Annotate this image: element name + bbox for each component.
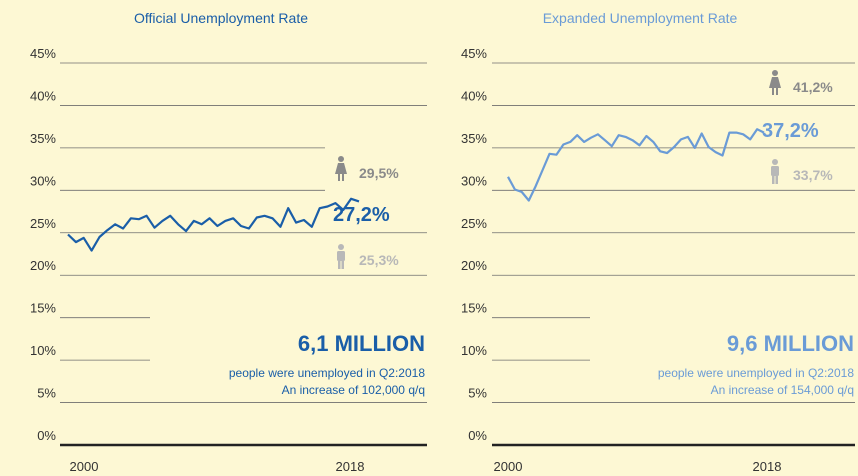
overall-rate: 37,2%: [762, 120, 819, 142]
female-label: 41,2%: [769, 70, 833, 95]
y-tick-label: 0%: [37, 428, 56, 443]
y-tick-label: 15%: [30, 301, 56, 316]
male-icon: [337, 244, 345, 269]
female-icon: [335, 156, 347, 181]
y-tick-label: 35%: [30, 131, 56, 146]
y-tick-label: 5%: [468, 386, 487, 401]
note-line-2: An increase of 102,000 q/q: [282, 383, 425, 397]
official-panel: Official Unemployment Rate 0% 5% 10% 15% 20%…: [30, 10, 427, 474]
female-icon: [769, 70, 781, 95]
x-tick-label: 2018: [753, 459, 782, 474]
male-icon: [771, 159, 779, 184]
chart-title: Official Unemployment Rate: [134, 10, 308, 26]
y-tick-label: 25%: [461, 216, 487, 231]
y-tick-label: 30%: [461, 173, 487, 188]
y-axis: 0% 5% 10% 15% 20% 25% 30% 35% 40% 45%: [30, 46, 56, 443]
x-axis: 2000 2018: [494, 459, 782, 474]
chart-title: Expanded Unemployment Rate: [543, 10, 738, 26]
x-tick-label: 2000: [70, 459, 99, 474]
y-tick-label: 40%: [461, 88, 487, 103]
y-tick-label: 25%: [30, 216, 56, 231]
y-axis: 0% 5% 10% 15% 20% 25% 30% 35% 40% 45%: [461, 46, 487, 443]
y-tick-label: 5%: [37, 386, 56, 401]
x-axis: 2000 2018: [70, 459, 365, 474]
male-rate: 33,7%: [793, 167, 833, 183]
overall-rate: 27,2%: [333, 204, 390, 226]
note-line-1: people were unemployed in Q2:2018: [658, 366, 854, 380]
series-line: [67, 197, 360, 252]
y-tick-label: 20%: [30, 258, 56, 273]
female-rate: 41,2%: [793, 79, 833, 95]
female-rate: 29,5%: [359, 165, 399, 181]
male-label: 33,7%: [771, 159, 833, 184]
x-tick-label: 2018: [336, 459, 365, 474]
note-line-2: An increase of 154,000 q/q: [711, 383, 854, 397]
grid: [60, 62, 427, 447]
y-tick-label: 45%: [461, 46, 487, 61]
y-tick-label: 45%: [30, 46, 56, 61]
headline: 6,1 MILLION: [298, 331, 425, 356]
y-tick-label: 0%: [468, 428, 487, 443]
male-label: 25,3%: [337, 244, 399, 269]
y-tick-label: 10%: [30, 343, 56, 358]
female-label: 29,5%: [335, 156, 399, 181]
y-tick-label: 20%: [461, 258, 487, 273]
y-tick-label: 30%: [30, 173, 56, 188]
x-tick-label: 2000: [494, 459, 523, 474]
expanded-panel: Expanded Unemployment Rate 0% 5% 10% 15% 20%…: [461, 10, 855, 474]
note-line-1: people were unemployed in Q2:2018: [229, 366, 425, 380]
y-tick-label: 40%: [30, 88, 56, 103]
male-rate: 25,3%: [359, 252, 399, 268]
y-tick-label: 10%: [461, 343, 487, 358]
y-tick-label: 15%: [461, 301, 487, 316]
y-tick-label: 35%: [461, 131, 487, 146]
series-line: [507, 128, 765, 202]
headline: 9,6 MILLION: [727, 331, 854, 356]
